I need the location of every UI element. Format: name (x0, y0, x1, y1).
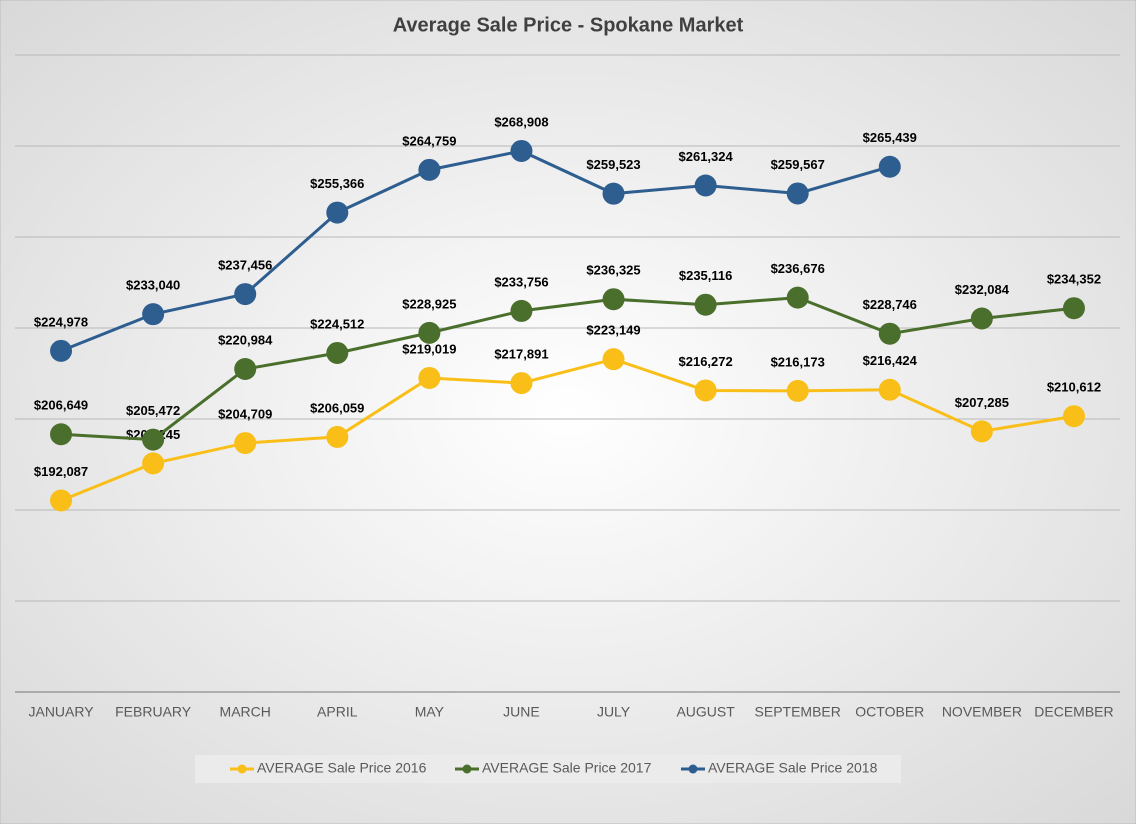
x-tick-label: JULY (597, 704, 631, 720)
data-point (142, 452, 165, 475)
data-point (786, 286, 809, 309)
data-label: $265,439 (863, 130, 917, 145)
x-tick-label: OCTOBER (855, 704, 924, 720)
x-tick-label: APRIL (317, 704, 358, 720)
series-line (60, 296, 1075, 442)
data-label: $232,084 (955, 282, 1010, 297)
legend-swatch-marker (462, 764, 472, 774)
data-point (50, 423, 73, 446)
data-point (970, 307, 993, 330)
x-tick-label: AUGUST (676, 704, 735, 720)
data-point (694, 174, 717, 197)
data-label: $268,908 (494, 114, 548, 129)
data-label: $224,512 (310, 316, 364, 331)
x-tick-label: MAY (415, 704, 445, 720)
legend (195, 755, 901, 783)
data-label: $234,352 (1047, 272, 1101, 287)
series-line (60, 357, 1075, 502)
data-label: $233,040 (126, 278, 180, 293)
data-point (694, 379, 717, 402)
x-tick-label: DECEMBER (1034, 704, 1113, 720)
data-label: $219,019 (402, 341, 456, 356)
data-point (234, 283, 257, 306)
data-point (50, 489, 73, 512)
data-label: $237,456 (218, 258, 272, 273)
data-point (142, 428, 165, 451)
chart-title: Average Sale Price - Spokane Market (393, 14, 744, 36)
data-label: $220,984 (218, 332, 273, 347)
data-label: $216,424 (863, 353, 918, 368)
legend-swatch-marker (237, 764, 247, 774)
data-point (326, 425, 349, 448)
data-label: $259,567 (771, 157, 825, 172)
data-point (234, 432, 257, 455)
data-label: $223,149 (586, 323, 640, 338)
legend-swatch-marker (688, 764, 698, 774)
data-label: $236,325 (586, 263, 640, 278)
data-point (418, 321, 441, 344)
data-point (510, 299, 533, 322)
data-label: $236,676 (771, 261, 825, 276)
data-label: $207,285 (955, 395, 1009, 410)
data-label: $228,925 (402, 296, 456, 311)
data-point (326, 341, 349, 364)
data-point (970, 420, 993, 443)
data-point (326, 201, 349, 224)
data-label: $206,649 (34, 398, 88, 413)
data-label: $205,472 (126, 403, 180, 418)
data-point (694, 293, 717, 316)
data-label: $206,059 (310, 400, 364, 415)
data-label: $233,756 (494, 274, 548, 289)
data-label: $216,173 (771, 354, 825, 369)
data-label: $216,272 (679, 354, 733, 369)
data-label: $217,891 (494, 347, 548, 362)
x-tick-label: JANUARY (28, 704, 94, 720)
data-point (878, 155, 901, 178)
data-label: $192,087 (34, 464, 88, 479)
data-label: $224,978 (34, 314, 88, 329)
data-label: $235,116 (679, 268, 733, 283)
data-label: $204,709 (218, 407, 272, 422)
data-point (418, 158, 441, 181)
x-tick-label: FEBRUARY (115, 704, 192, 720)
data-point (234, 358, 257, 381)
data-point (1062, 405, 1085, 428)
data-point (786, 379, 809, 402)
data-point (1062, 297, 1085, 320)
data-point (786, 182, 809, 205)
x-tick-label: NOVEMBER (942, 704, 1022, 720)
data-point (602, 288, 625, 311)
data-point (418, 366, 441, 389)
data-point (50, 339, 73, 362)
x-tick-label: JUNE (503, 704, 540, 720)
data-point (602, 182, 625, 205)
data-label: $255,366 (310, 176, 364, 191)
legend-label: AVERAGE Sale Price 2017 (482, 760, 652, 776)
data-label: $259,523 (586, 157, 640, 172)
x-tick-label: SEPTEMBER (755, 704, 841, 720)
data-label: $210,612 (1047, 380, 1101, 395)
data-point (602, 348, 625, 371)
legend-label: AVERAGE Sale Price 2016 (257, 760, 427, 776)
x-tick-label: MARCH (220, 704, 271, 720)
data-point (878, 378, 901, 401)
series-line (60, 149, 891, 353)
data-label: $261,324 (679, 149, 734, 164)
data-label: $264,759 (402, 133, 456, 148)
data-point (510, 139, 533, 162)
data-point (142, 303, 165, 326)
legend-label: AVERAGE Sale Price 2018 (708, 760, 878, 776)
data-label: $228,746 (863, 297, 917, 312)
data-point (510, 372, 533, 395)
data-point (878, 322, 901, 345)
